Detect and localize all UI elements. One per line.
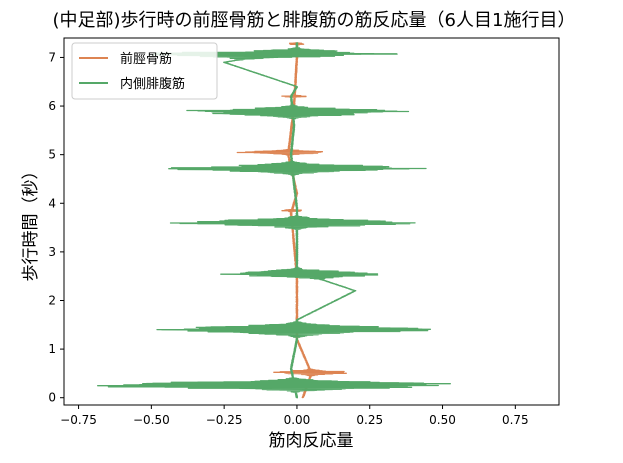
y-tick-label: 2	[48, 293, 56, 307]
legend: 前脛骨筋 内側腓腹筋	[71, 42, 218, 100]
x-tick-label: −0.25	[206, 413, 243, 427]
x-tick-label: 0.50	[429, 413, 456, 427]
x-tick-label: −0.75	[60, 413, 97, 427]
y-axis: 0 1 2 3 4 5 6 7	[48, 50, 64, 405]
series-line-gastrocnemius	[97, 42, 451, 399]
legend-label-tibialis: 前脛骨筋	[120, 51, 172, 67]
series-layer	[97, 42, 451, 399]
legend-label-gastrocnemius: 内側腓腹筋	[120, 76, 185, 92]
y-tick-label: 1	[48, 342, 56, 356]
x-tick-label: −0.50	[133, 413, 170, 427]
chart-title: (中足部)歩行時の前脛骨筋と腓腹筋の筋反応量（6人目1施行目）	[53, 10, 576, 31]
legend-box	[71, 42, 218, 100]
plot-frame	[63, 37, 560, 406]
x-tick-label: 0.25	[356, 413, 383, 427]
y-tick-label: 6	[48, 99, 56, 113]
y-tick-label: 7	[48, 50, 56, 64]
x-tick-label: 0.75	[502, 413, 529, 427]
y-tick-label: 0	[48, 391, 56, 405]
y-axis-label: 歩行時間（秒）	[21, 163, 41, 282]
x-axis: −0.75 −0.50 −0.25 0.00 0.25 0.50 0.75	[60, 405, 529, 427]
x-axis-label: 筋肉反応量	[269, 431, 354, 451]
y-tick-label: 5	[48, 148, 56, 162]
x-tick-label: 0.00	[284, 413, 311, 427]
y-tick-label: 4	[48, 196, 56, 210]
y-tick-label: 3	[48, 245, 56, 259]
